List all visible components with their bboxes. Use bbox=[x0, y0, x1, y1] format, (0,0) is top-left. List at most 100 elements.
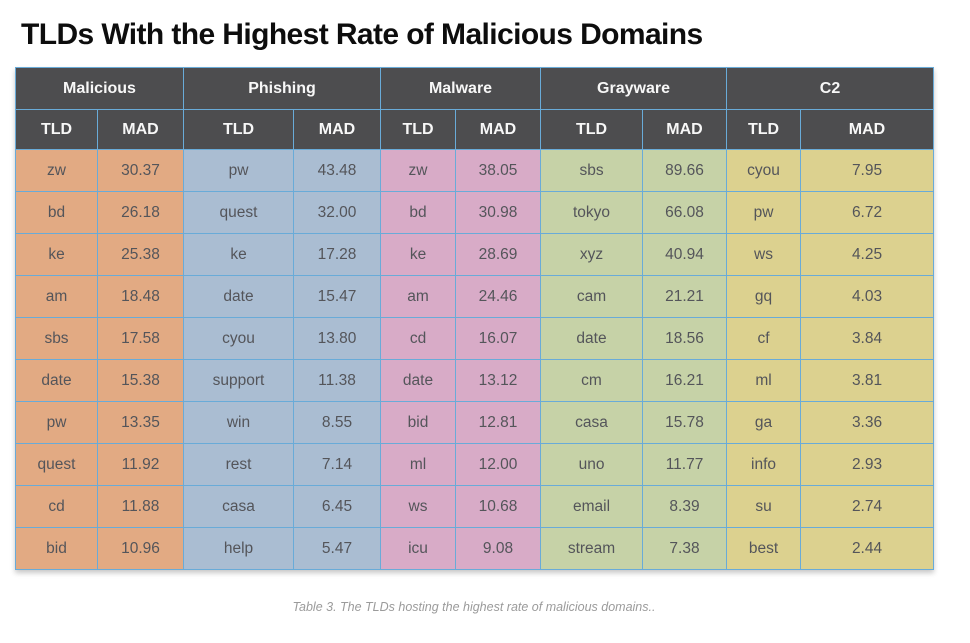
cell-phishing-tld: help bbox=[183, 527, 294, 570]
cell-malware-mad: 28.69 bbox=[454, 233, 542, 276]
cell-malware-tld: ml bbox=[380, 443, 456, 486]
col-header-malware-tld: TLD bbox=[380, 109, 456, 150]
table-body: zw 30.37 pw 43.48 zw 38.05 sbs 89.66 cyou 7.95 bd 2… bbox=[15, 149, 935, 570]
cell-c2-tld: gq bbox=[726, 275, 802, 318]
cell-c2-mad: 3.36 bbox=[800, 401, 935, 444]
cell-grayware-mad: 89.66 bbox=[642, 149, 728, 192]
cell-phishing-mad: 11.38 bbox=[293, 359, 381, 402]
table-row: pw 13.35 win 8.55 bid 12.81 casa 15.78 ga 3.36 bbox=[15, 401, 935, 444]
group-header-row: Malicious Phishing Malware Grayware C2 bbox=[15, 67, 935, 110]
cell-malware-mad: 12.81 bbox=[454, 401, 542, 444]
page: TLDs With the Highest Rate of Malicious … bbox=[15, 18, 935, 614]
cell-phishing-tld: support bbox=[183, 359, 294, 402]
sub-header-row: TLD MAD TLD MAD TLD MAD TLD MAD TLD MAD bbox=[15, 109, 935, 150]
cell-c2-mad: 4.03 bbox=[800, 275, 935, 318]
cell-c2-mad: 2.74 bbox=[800, 485, 935, 528]
cell-malware-tld: am bbox=[380, 275, 456, 318]
cell-phishing-mad: 15.47 bbox=[293, 275, 381, 318]
group-header-malicious: Malicious bbox=[15, 67, 184, 110]
cell-malware-tld: icu bbox=[380, 527, 456, 570]
cell-phishing-mad: 32.00 bbox=[293, 191, 381, 234]
cell-c2-mad: 2.93 bbox=[800, 443, 935, 486]
cell-c2-mad: 2.44 bbox=[800, 527, 935, 570]
group-header-c2: C2 bbox=[726, 67, 935, 110]
cell-malicious-mad: 11.88 bbox=[97, 485, 184, 528]
table-row: bid 10.96 help 5.47 icu 9.08 stream 7.38 best 2.4… bbox=[15, 527, 935, 570]
cell-grayware-mad: 40.94 bbox=[642, 233, 728, 276]
cell-phishing-mad: 8.55 bbox=[293, 401, 381, 444]
cell-malicious-mad: 30.37 bbox=[97, 149, 184, 192]
cell-phishing-mad: 13.80 bbox=[293, 317, 381, 360]
cell-phishing-tld: casa bbox=[183, 485, 294, 528]
table-row: zw 30.37 pw 43.48 zw 38.05 sbs 89.66 cyou 7.95 bbox=[15, 149, 935, 192]
cell-malicious-tld: ke bbox=[15, 233, 98, 276]
cell-malware-tld: ws bbox=[380, 485, 456, 528]
cell-c2-tld: ml bbox=[726, 359, 802, 402]
cell-grayware-tld: sbs bbox=[540, 149, 644, 192]
cell-grayware-tld: casa bbox=[540, 401, 644, 444]
cell-grayware-tld: xyz bbox=[540, 233, 644, 276]
cell-c2-tld: pw bbox=[726, 191, 802, 234]
cell-grayware-mad: 18.56 bbox=[642, 317, 728, 360]
cell-phishing-mad: 17.28 bbox=[293, 233, 381, 276]
cell-grayware-tld: cam bbox=[540, 275, 644, 318]
table-row: sbs 17.58 cyou 13.80 cd 16.07 date 18.56 cf 3.84 bbox=[15, 317, 935, 360]
cell-phishing-tld: pw bbox=[183, 149, 294, 192]
col-header-phishing-mad: MAD bbox=[293, 109, 381, 150]
cell-c2-mad: 7.95 bbox=[800, 149, 935, 192]
cell-phishing-tld: cyou bbox=[183, 317, 294, 360]
cell-c2-mad: 4.25 bbox=[800, 233, 935, 276]
cell-malicious-mad: 15.38 bbox=[97, 359, 184, 402]
page-title: TLDs With the Highest Rate of Malicious … bbox=[21, 18, 703, 51]
table-row: cd 11.88 casa 6.45 ws 10.68 email 8.39 su 2.74 bbox=[15, 485, 935, 528]
cell-malicious-tld: quest bbox=[15, 443, 98, 486]
cell-c2-tld: su bbox=[726, 485, 802, 528]
cell-malware-mad: 10.68 bbox=[454, 485, 542, 528]
cell-malicious-mad: 25.38 bbox=[97, 233, 184, 276]
cell-c2-tld: ws bbox=[726, 233, 802, 276]
cell-grayware-mad: 11.77 bbox=[642, 443, 728, 486]
cell-malware-mad: 9.08 bbox=[454, 527, 542, 570]
cell-grayware-tld: uno bbox=[540, 443, 644, 486]
cell-malicious-tld: cd bbox=[15, 485, 98, 528]
cell-malware-tld: date bbox=[380, 359, 456, 402]
cell-phishing-mad: 6.45 bbox=[293, 485, 381, 528]
col-header-malware-mad: MAD bbox=[454, 109, 542, 150]
cell-malicious-tld: am bbox=[15, 275, 98, 318]
col-header-grayware-mad: MAD bbox=[642, 109, 728, 150]
group-header-malware: Malware bbox=[379, 67, 542, 110]
cell-phishing-tld: rest bbox=[183, 443, 294, 486]
group-header-grayware: Grayware bbox=[540, 67, 728, 110]
cell-c2-tld: ga bbox=[726, 401, 802, 444]
table-row: bd 26.18 quest 32.00 bd 30.98 tokyo 66.08 pw 6.72 bbox=[15, 191, 935, 234]
cell-malicious-tld: pw bbox=[15, 401, 98, 444]
col-header-c2-tld: TLD bbox=[726, 109, 802, 150]
cell-phishing-tld: quest bbox=[183, 191, 294, 234]
cell-malicious-tld: bid bbox=[15, 527, 98, 570]
cell-grayware-mad: 21.21 bbox=[642, 275, 728, 318]
col-header-phishing-tld: TLD bbox=[183, 109, 294, 150]
cell-malware-mad: 16.07 bbox=[454, 317, 542, 360]
cell-malware-mad: 24.46 bbox=[454, 275, 542, 318]
cell-phishing-tld: ke bbox=[183, 233, 294, 276]
cell-malicious-mad: 18.48 bbox=[97, 275, 184, 318]
cell-malicious-mad: 26.18 bbox=[97, 191, 184, 234]
cell-malware-tld: cd bbox=[380, 317, 456, 360]
cell-phishing-tld: date bbox=[183, 275, 294, 318]
col-header-grayware-tld: TLD bbox=[540, 109, 644, 150]
cell-malicious-tld: zw bbox=[15, 149, 98, 192]
cell-grayware-tld: date bbox=[540, 317, 644, 360]
cell-malware-mad: 30.98 bbox=[454, 191, 542, 234]
table-row: quest 11.92 rest 7.14 ml 12.00 uno 11.77 info 2.9… bbox=[15, 443, 935, 486]
cell-phishing-mad: 5.47 bbox=[293, 527, 381, 570]
cell-malicious-tld: sbs bbox=[15, 317, 98, 360]
cell-grayware-mad: 66.08 bbox=[642, 191, 728, 234]
cell-malicious-tld: date bbox=[15, 359, 98, 402]
cell-malware-tld: bid bbox=[380, 401, 456, 444]
table-caption: Table 3. The TLDs hosting the highest ra… bbox=[292, 600, 656, 614]
table-row: am 18.48 date 15.47 am 24.46 cam 21.21 gq 4.03 bbox=[15, 275, 935, 318]
col-header-malicious-mad: MAD bbox=[97, 109, 184, 150]
cell-grayware-tld: cm bbox=[540, 359, 644, 402]
cell-grayware-mad: 15.78 bbox=[642, 401, 728, 444]
col-header-malicious-tld: TLD bbox=[15, 109, 98, 150]
